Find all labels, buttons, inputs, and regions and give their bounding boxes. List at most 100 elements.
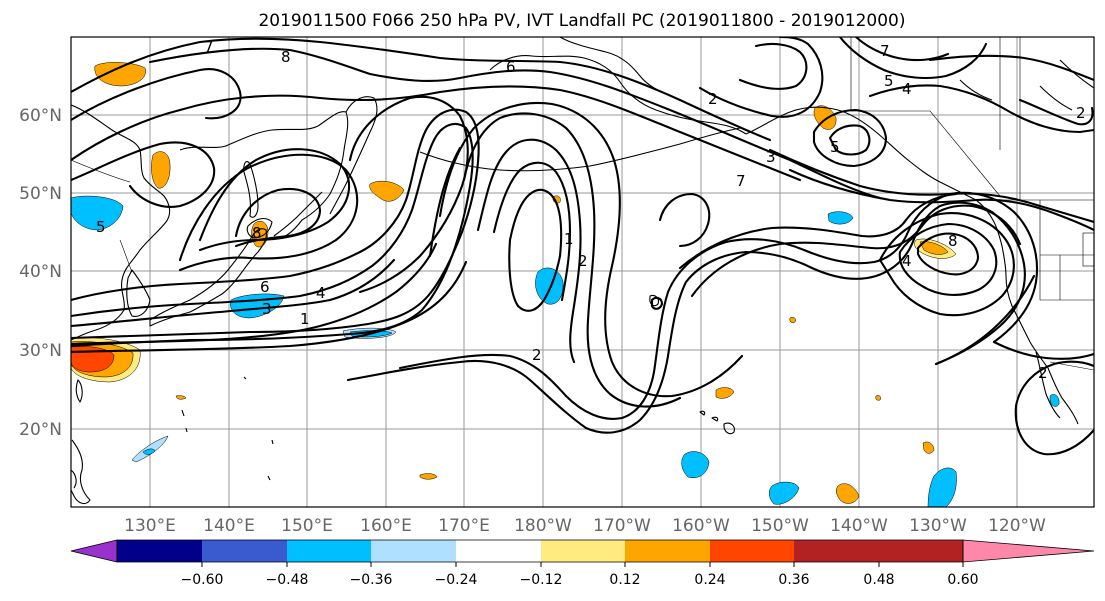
colorbar-labels: −0.60 −0.48 −0.36 −0.24 −0.12 0.12 0.24 …: [181, 572, 979, 588]
colorbar-segment: [456, 540, 541, 562]
colorbar-outline: [116, 539, 964, 563]
pv-contour: [928, 54, 1094, 82]
pv-contour: [71, 68, 242, 122]
contour-label: 2: [578, 252, 588, 270]
colorbar-ticks: [201, 562, 964, 567]
coastline-california: [1047, 367, 1079, 425]
pv-contour: [868, 84, 1094, 134]
colorbar-segment: [710, 540, 794, 562]
contour-label: 7: [880, 42, 890, 60]
shading-negative: [681, 451, 710, 478]
colorbar-segment: [794, 540, 879, 562]
pv-contour: [678, 192, 958, 270]
shading-negative: [769, 481, 800, 505]
contour-label: 2: [532, 346, 542, 364]
lon-tick-label: 130°E: [124, 516, 176, 536]
colorbar-label: 0.36: [778, 572, 809, 588]
shading-negative: [1049, 394, 1060, 407]
shading-positive: [151, 151, 171, 189]
coastline-aleutians: [419, 127, 741, 172]
figure-title: 2019011500 F066 250 hPa PV, IVT Landfall…: [258, 11, 905, 31]
shading-negative: [927, 467, 957, 507]
shading-positive: [919, 241, 949, 255]
coastline-canada-inlets: [959, 59, 1094, 111]
shading-negative: [71, 195, 124, 231]
shading-negative: [142, 448, 156, 455]
lon-tick-label: 150°W: [751, 516, 809, 536]
colorbar-extend-right: [962, 539, 1095, 563]
pv-contour: [71, 108, 480, 340]
contour-label: 4: [902, 80, 912, 98]
pv-contour: [71, 123, 474, 348]
coastline-bc: [975, 199, 1049, 369]
coastline-luzon: [71, 469, 77, 489]
map-frame: [70, 36, 1095, 508]
colorbar-segment: [541, 540, 625, 562]
pv-contour: [71, 242, 438, 346]
latitude-labels: 60°N 50°N 40°N 30°N 20°N: [19, 106, 62, 440]
lon-tick-label: 170°W: [593, 516, 651, 536]
pv-contour: [1018, 98, 1094, 126]
coastline-korea: [126, 269, 151, 317]
contour-label: 6: [260, 278, 270, 296]
pv-contour: [658, 192, 711, 248]
contour-label: 1: [564, 230, 574, 248]
colorbar-label: 0.60: [947, 572, 978, 588]
contour-label: 2: [1038, 364, 1048, 382]
lon-tick-label: 150°E: [281, 516, 333, 536]
pv-contour: [916, 232, 980, 276]
pv-contour: [788, 168, 1094, 232]
contour-label: 3: [766, 148, 776, 166]
lon-tick-label: 140°W: [830, 516, 888, 536]
pv-contour: [398, 191, 1038, 420]
border-us-interior: [1039, 200, 1094, 301]
contour-label: 5: [96, 218, 106, 236]
coastline-taiwan: [75, 379, 83, 403]
coastline-alaska-gulf: [745, 106, 977, 201]
longitude-labels: 130°E 140°E 150°E 160°E 170°E 180°W 170°…: [124, 516, 1046, 536]
contour-label: 2: [1076, 104, 1086, 122]
pv-contour: [838, 37, 988, 80]
pv-contour: [71, 260, 468, 354]
pv-contour: [768, 148, 1094, 224]
shading-positive: [94, 62, 146, 87]
colorbar-label: −0.48: [266, 572, 309, 588]
lon-tick-label: 170°E: [438, 516, 490, 536]
lon-tick-label: 160°E: [360, 516, 412, 536]
shading-positive: [369, 180, 405, 202]
shading-negative: [827, 211, 854, 225]
pv-contour: [71, 141, 216, 208]
contour-label: 8: [252, 224, 262, 242]
coastline-east-asia: [71, 104, 171, 341]
shading-positive: [789, 317, 796, 324]
border-asia: [71, 159, 133, 273]
pv-contour: [738, 42, 808, 90]
shading-positive: [715, 387, 735, 399]
coastline-islets: [243, 294, 659, 481]
pv-contour: [898, 222, 998, 296]
pv-contour: [492, 161, 572, 302]
contour-label: 4: [902, 252, 912, 270]
pv-contour: [1014, 360, 1094, 456]
pv-contour: [476, 138, 582, 364]
contour-label: 5: [830, 138, 840, 156]
contour-label: 4: [316, 284, 326, 302]
colorbar-label: 0.24: [694, 572, 725, 588]
colorbar-label: 0.12: [609, 572, 640, 588]
contour-label: 3: [262, 300, 272, 318]
contour-label: 6: [506, 58, 516, 76]
lon-tick-label: 140°E: [203, 516, 255, 536]
colorbar-segment: [287, 540, 371, 562]
lon-tick-label: 130°W: [909, 516, 967, 536]
pv-contour: [992, 340, 1094, 360]
colorbar-label: −0.12: [520, 572, 563, 588]
contour-labels: 7 8 6 2 7 5 4 2 3 7 5 4 1 2 8 6 4 3 1 2: [96, 38, 1086, 382]
colorbar-segment: [879, 540, 963, 562]
pv-contour: [71, 258, 396, 328]
pv-contour: [348, 95, 469, 294]
lat-tick-label: 50°N: [19, 184, 62, 204]
pv-contours: [71, 37, 1094, 456]
colorbar-label: −0.60: [181, 572, 224, 588]
colorbar-label: −0.24: [435, 572, 478, 588]
